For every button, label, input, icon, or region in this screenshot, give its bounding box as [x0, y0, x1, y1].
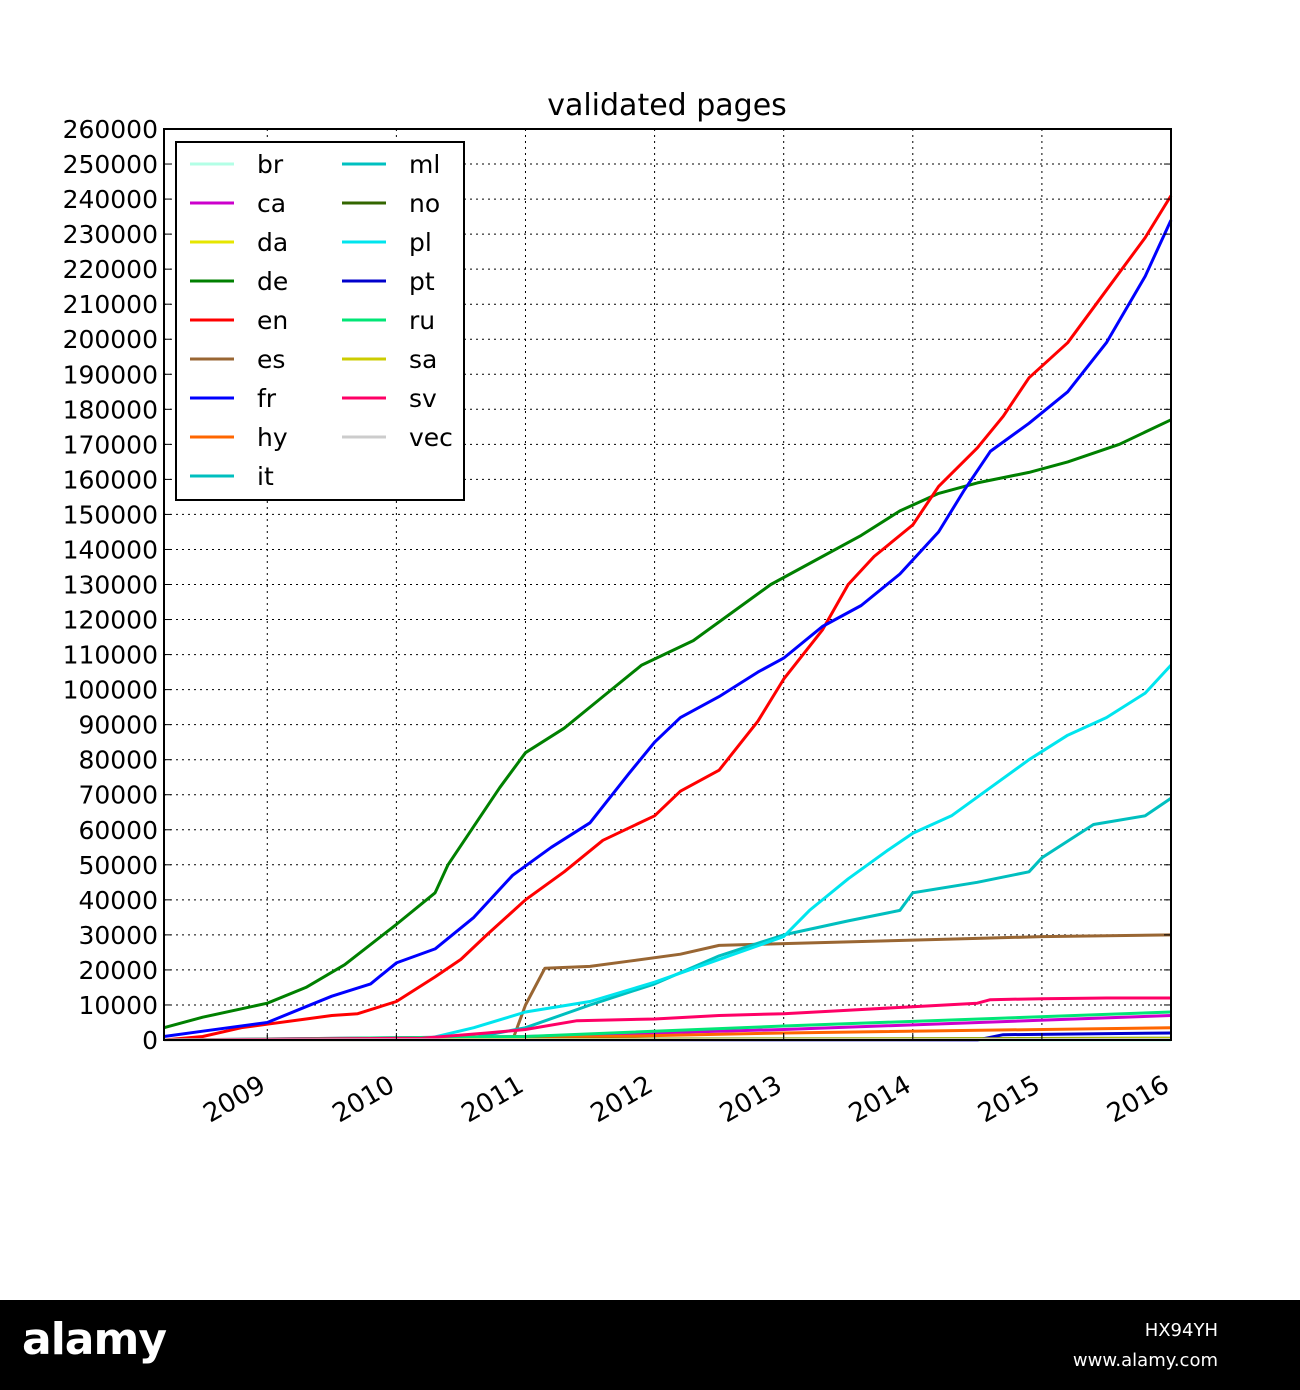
- x-tick-label: 2015: [973, 1070, 1045, 1129]
- legend-label-de: de: [257, 267, 288, 296]
- y-tick-label: 10000: [78, 991, 158, 1020]
- y-tick-label: 110000: [63, 641, 158, 670]
- legend-label-br: br: [257, 150, 284, 179]
- legend-label-es: es: [257, 345, 285, 374]
- y-tick-label: 240000: [63, 185, 158, 214]
- legend-label-no: no: [409, 189, 440, 218]
- y-tick-label: 130000: [63, 571, 158, 600]
- legend-label-ca: ca: [257, 189, 286, 218]
- series-line-pl: [164, 664, 1173, 1042]
- x-tick-label: 2016: [1102, 1070, 1174, 1129]
- legend-label-pl: pl: [409, 228, 432, 257]
- chart-title: validated pages: [547, 88, 787, 123]
- y-tick-label: 190000: [63, 360, 158, 389]
- y-tick-label: 180000: [63, 395, 158, 424]
- y-tick-label: 50000: [78, 851, 158, 880]
- x-tick-label: 2010: [328, 1070, 400, 1129]
- series-line-it: [164, 796, 1172, 1042]
- y-tick-label: 20000: [78, 956, 158, 985]
- x-tick-label: 2009: [198, 1070, 270, 1129]
- y-tick-label: 230000: [63, 220, 158, 249]
- y-tick-label: 250000: [63, 150, 158, 179]
- watermark-image-id: HX94YH: [1144, 1320, 1218, 1341]
- series-line-sv: [163, 996, 1171, 1042]
- y-tick-label: 90000: [78, 711, 158, 740]
- x-tick-label: 2014: [844, 1070, 916, 1129]
- legend-label-fr: fr: [257, 384, 277, 413]
- legend-label-sa: sa: [409, 345, 437, 374]
- series-line-en: [163, 194, 1173, 1042]
- y-tick-label: 80000: [78, 746, 158, 775]
- x-tick-label: 2013: [715, 1070, 787, 1129]
- series-line-fr: [163, 219, 1173, 1038]
- legend-label-ru: ru: [409, 306, 435, 335]
- chart: validated pages 0 10000 20000 30000 40000 500…: [63, 88, 1175, 1129]
- y-tick-label: 140000: [63, 535, 158, 564]
- y-axis: 0 10000 20000 30000 40000 50000 60000 70000 8000…: [63, 115, 1171, 1055]
- y-tick-label: 0: [142, 1026, 158, 1055]
- y-tick-label: 160000: [63, 465, 158, 494]
- y-tick-label: 170000: [63, 430, 158, 459]
- legend-label-hy: hy: [257, 423, 288, 452]
- y-tick-label: 200000: [63, 325, 158, 354]
- legend-label-en: en: [257, 306, 288, 335]
- series-line-de: [163, 418, 1172, 1030]
- series-line-es: [164, 933, 1172, 1042]
- x-tick-label: 2012: [586, 1070, 658, 1129]
- legend-label-sv: sv: [409, 384, 437, 413]
- x-axis: 2009 2010 2011 2012 2013 2014 2015 2016: [198, 1033, 1175, 1129]
- watermark-bar: alamy HX94YH www.alamy.com: [0, 1300, 1300, 1390]
- legend-label-vec: vec: [409, 423, 453, 452]
- y-tick-label: 70000: [78, 781, 158, 810]
- y-tick-label: 260000: [63, 115, 158, 144]
- x-tick-label: 2011: [457, 1070, 529, 1129]
- y-tick-label: 40000: [78, 886, 158, 915]
- y-tick-label: 220000: [63, 255, 158, 284]
- y-tick-label: 60000: [78, 816, 158, 845]
- watermark-site: www.alamy.com: [1072, 1350, 1218, 1371]
- y-tick-label: 30000: [78, 921, 158, 950]
- legend-label-pt: pt: [409, 267, 435, 296]
- y-tick-label: 100000: [63, 676, 158, 705]
- legend-label-ml: ml: [409, 150, 440, 179]
- y-tick-label: 150000: [63, 500, 158, 529]
- legend-label-da: da: [257, 228, 288, 257]
- y-tick-label: 210000: [63, 290, 158, 319]
- legend: br ca da de en es fr hy it ml no pl pt ru sa sv vec: [175, 141, 465, 501]
- watermark-logo: alamy: [22, 1314, 167, 1365]
- y-tick-label: 120000: [63, 606, 158, 635]
- legend-label-it: it: [257, 462, 274, 491]
